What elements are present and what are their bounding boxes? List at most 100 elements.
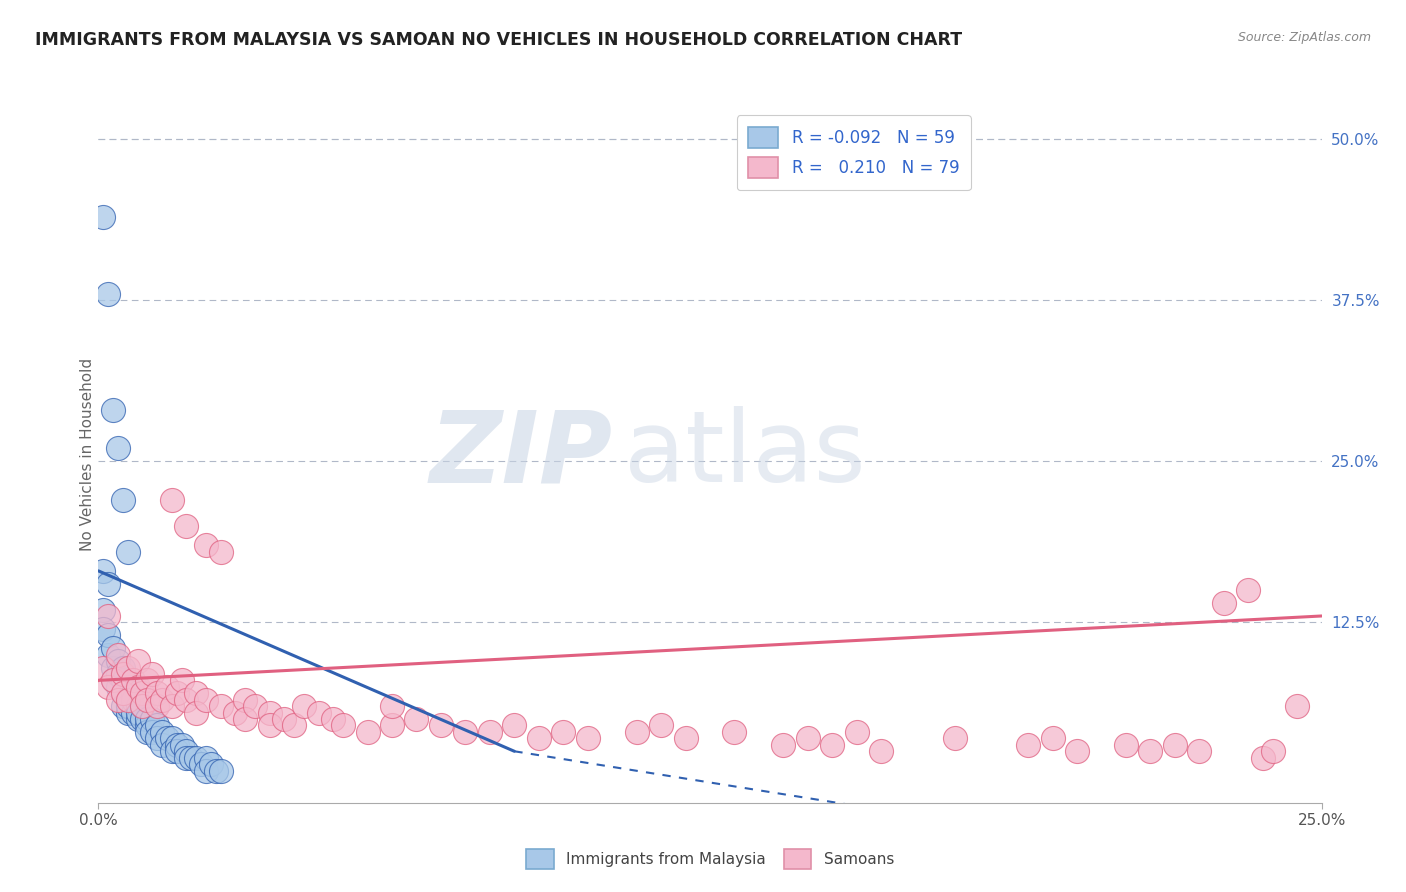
Point <box>156 680 179 694</box>
Point <box>170 738 193 752</box>
Point <box>675 731 697 746</box>
Point <box>107 667 129 681</box>
Point <box>233 692 256 706</box>
Point <box>292 699 315 714</box>
Point <box>127 706 149 720</box>
Point <box>136 712 159 726</box>
Point <box>405 712 427 726</box>
Point <box>111 686 134 700</box>
Point <box>117 692 139 706</box>
Point <box>117 544 139 558</box>
Point <box>131 712 153 726</box>
Point <box>1212 596 1234 610</box>
Point <box>101 673 124 688</box>
Point <box>117 706 139 720</box>
Point <box>259 706 281 720</box>
Point <box>576 731 599 746</box>
Point <box>101 673 124 688</box>
Point <box>131 699 153 714</box>
Point <box>141 725 163 739</box>
Point <box>141 667 163 681</box>
Point <box>870 744 893 758</box>
Point <box>454 725 477 739</box>
Point <box>200 757 222 772</box>
Point <box>1188 744 1211 758</box>
Point <box>166 686 188 700</box>
Legend: Immigrants from Malaysia, Samoans: Immigrants from Malaysia, Samoans <box>520 843 900 875</box>
Point <box>195 750 218 764</box>
Point <box>209 544 232 558</box>
Point <box>127 699 149 714</box>
Point <box>527 731 550 746</box>
Point <box>160 744 183 758</box>
Point <box>91 602 114 616</box>
Point <box>117 680 139 694</box>
Point <box>195 764 218 778</box>
Point <box>332 718 354 732</box>
Point <box>381 699 404 714</box>
Point <box>136 692 159 706</box>
Point <box>430 718 453 732</box>
Point <box>186 750 208 764</box>
Point <box>503 718 526 732</box>
Point <box>273 712 295 726</box>
Point <box>146 686 169 700</box>
Point <box>308 706 330 720</box>
Point <box>107 680 129 694</box>
Point <box>381 718 404 732</box>
Point <box>117 660 139 674</box>
Point <box>845 725 868 739</box>
Point <box>195 538 218 552</box>
Point <box>121 673 143 688</box>
Point <box>127 654 149 668</box>
Point <box>111 699 134 714</box>
Point <box>1066 744 1088 758</box>
Text: IMMIGRANTS FROM MALAYSIA VS SAMOAN NO VEHICLES IN HOUSEHOLD CORRELATION CHART: IMMIGRANTS FROM MALAYSIA VS SAMOAN NO VE… <box>35 31 962 49</box>
Point <box>1017 738 1039 752</box>
Point <box>136 725 159 739</box>
Point <box>180 750 202 764</box>
Point <box>170 673 193 688</box>
Point <box>209 699 232 714</box>
Point <box>1286 699 1309 714</box>
Point <box>166 744 188 758</box>
Point <box>141 712 163 726</box>
Point <box>146 699 169 714</box>
Point <box>111 686 134 700</box>
Point <box>259 718 281 732</box>
Point <box>205 764 228 778</box>
Point <box>121 692 143 706</box>
Text: ZIP: ZIP <box>429 407 612 503</box>
Point <box>186 706 208 720</box>
Point <box>1139 744 1161 758</box>
Point <box>136 673 159 688</box>
Point <box>131 699 153 714</box>
Point <box>650 718 672 732</box>
Point <box>160 731 183 746</box>
Point <box>101 641 124 656</box>
Point <box>91 564 114 578</box>
Point <box>97 648 120 662</box>
Point <box>146 731 169 746</box>
Point <box>723 725 745 739</box>
Point <box>160 493 183 508</box>
Point <box>209 764 232 778</box>
Point <box>176 750 198 764</box>
Point <box>478 725 501 739</box>
Text: Source: ZipAtlas.com: Source: ZipAtlas.com <box>1237 31 1371 45</box>
Point <box>797 731 820 746</box>
Point <box>97 628 120 642</box>
Point <box>176 744 198 758</box>
Point <box>772 738 794 752</box>
Point <box>127 712 149 726</box>
Point <box>91 210 114 224</box>
Point <box>166 738 188 752</box>
Point <box>156 731 179 746</box>
Point <box>243 699 266 714</box>
Point <box>111 673 134 688</box>
Point <box>121 706 143 720</box>
Point <box>121 686 143 700</box>
Point <box>111 660 134 674</box>
Point <box>1115 738 1137 752</box>
Point <box>150 692 173 706</box>
